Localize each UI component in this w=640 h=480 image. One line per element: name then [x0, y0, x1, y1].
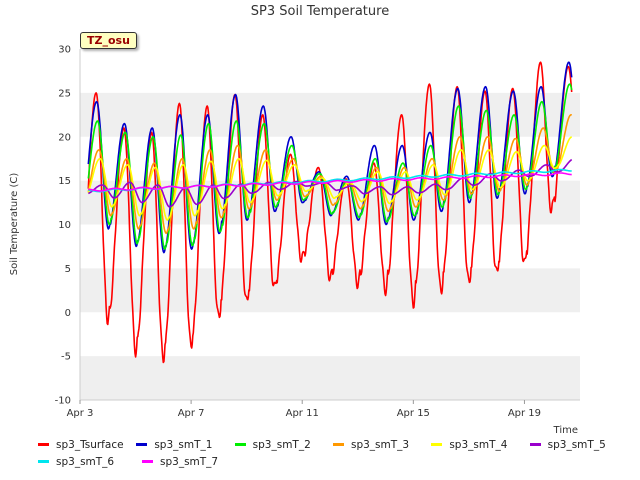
series-layer — [87, 61, 573, 364]
legend-row: sp3_Tsurface sp3_smT_1 sp3_smT_2 sp3_smT_3 s… — [38, 436, 628, 453]
legend-label: sp3_smT_4 — [449, 438, 508, 451]
series-line-sp3-smT-3 — [87, 114, 573, 235]
x-axis-ticks: Apr 3 Apr 7 Apr 11 Apr 15 Apr 19 — [67, 400, 541, 419]
legend-item: sp3_smT_5 — [529, 438, 628, 451]
legend-item: sp3_smT_4 — [431, 439, 529, 451]
site-label-badge: TZ_osu — [80, 32, 137, 49]
x-tick-label: Apr 11 — [286, 408, 319, 419]
y-tick-label: 30 — [58, 45, 71, 56]
x-tick-label: Apr 19 — [508, 408, 541, 419]
legend-item: sp3_smT_2 — [234, 438, 333, 451]
chart-title: SP3 Soil Temperature — [251, 4, 389, 19]
legend-swatch — [136, 443, 148, 446]
x-tick-label: Apr 15 — [397, 408, 430, 419]
y-tick-label: 5 — [65, 264, 71, 275]
legend-row: sp3_smT_6 sp3_smT_7 — [38, 453, 628, 470]
series-line-sp3-smT-7 — [88, 172, 572, 192]
series-line-sp3-smT-5 — [88, 158, 573, 208]
y-tick-label: 15 — [58, 176, 71, 187]
series-line-sp3-smT-2 — [87, 83, 573, 250]
legend-label: sp3_smT_6 — [56, 455, 115, 468]
legend-label: sp3_smT_2 — [252, 438, 311, 451]
legend-swatch — [431, 443, 443, 446]
y-axis-label: Soil Temperature (C) — [9, 173, 20, 276]
legend-label: sp3_smT_5 — [547, 438, 606, 451]
y-tick-label: -10 — [55, 396, 71, 407]
y-axis-ticks: -10 -5 0 5 10 15 20 25 30 — [55, 45, 71, 407]
legend-label: sp3_smT_1 — [154, 438, 213, 451]
legend: sp3_Tsurface sp3_smT_1 sp3_smT_2 sp3_smT_3 s… — [38, 436, 628, 470]
series-line-sp3-smT-4 — [87, 136, 573, 221]
plot-background — [79, 49, 580, 401]
y-tick-label: 20 — [58, 132, 71, 143]
x-axis-label: Time — [553, 425, 578, 436]
y-tick-label: 25 — [58, 88, 71, 99]
legend-swatch — [234, 443, 246, 446]
legend-item: sp3_smT_3 — [332, 438, 431, 451]
grid-band — [80, 356, 580, 400]
series-line-sp3-Tsurface — [87, 61, 573, 364]
legend-swatch — [38, 460, 49, 463]
legend-item: sp3_smT_6 — [38, 456, 142, 468]
x-tick-label: Apr 3 — [67, 408, 94, 419]
legend-item: sp3_smT_1 — [136, 439, 234, 451]
legend-label: sp3_smT_3 — [350, 438, 410, 451]
y-tick-label: 0 — [65, 308, 71, 319]
legend-swatch — [529, 443, 541, 446]
legend-swatch — [38, 443, 49, 446]
y-tick-label: -5 — [61, 352, 71, 363]
legend-label: sp3_Tsurface — [56, 438, 124, 451]
legend-item: sp3_smT_7 — [142, 456, 246, 468]
legend-swatch — [332, 443, 344, 446]
legend-label: sp3_smT_7 — [160, 455, 219, 468]
x-tick-label: Apr 7 — [178, 408, 205, 419]
grid-band — [80, 92, 580, 137]
legend-swatch — [142, 460, 153, 463]
legend-item: sp3_Tsurface — [38, 439, 136, 451]
y-tick-label: 10 — [58, 220, 71, 231]
